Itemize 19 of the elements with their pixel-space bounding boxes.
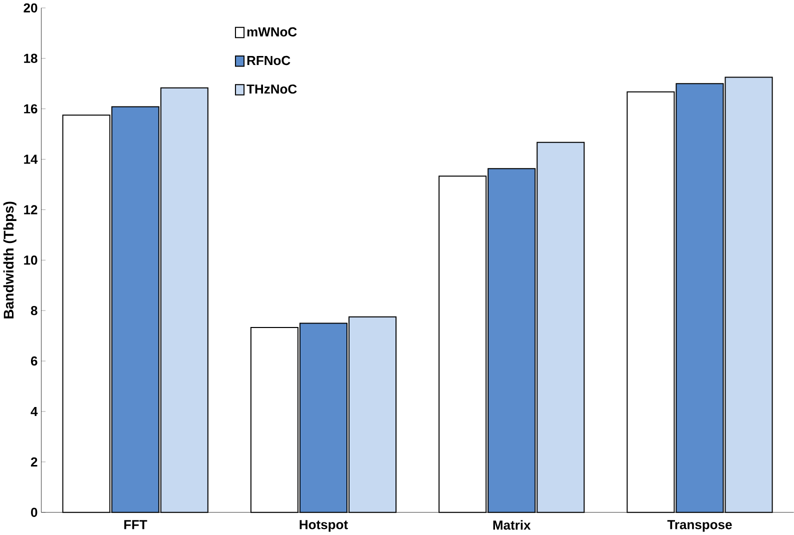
y-tick-label: 20 (24, 3, 38, 12)
y-tick-label: 2 (30, 457, 38, 466)
y-axis-title: Bandwidth (Tbps) (3, 202, 16, 318)
x-tick-label: Transpose (667, 520, 732, 532)
legend-label: RFNoC (247, 56, 290, 66)
y-tick-label: 16 (24, 104, 38, 114)
x-tick-label: Matrix (493, 520, 531, 530)
x-tick-label: FFT (124, 520, 148, 530)
x-tick-label: Hotspot (300, 520, 348, 532)
y-tick-label: 6 (30, 356, 38, 366)
y-tick-label: 4 (30, 406, 38, 416)
y-tick-label: 8 (30, 306, 38, 316)
y-tick-label: 12 (24, 205, 38, 214)
y-tick-label: 0 (31, 508, 38, 517)
y-tick-label: 14 (24, 154, 38, 164)
y-tick-label: 10 (24, 255, 38, 265)
legend-label: mWNoC (247, 27, 297, 36)
y-tick-label: 18 (24, 54, 38, 63)
legend-label: THzNoC (246, 84, 297, 94)
